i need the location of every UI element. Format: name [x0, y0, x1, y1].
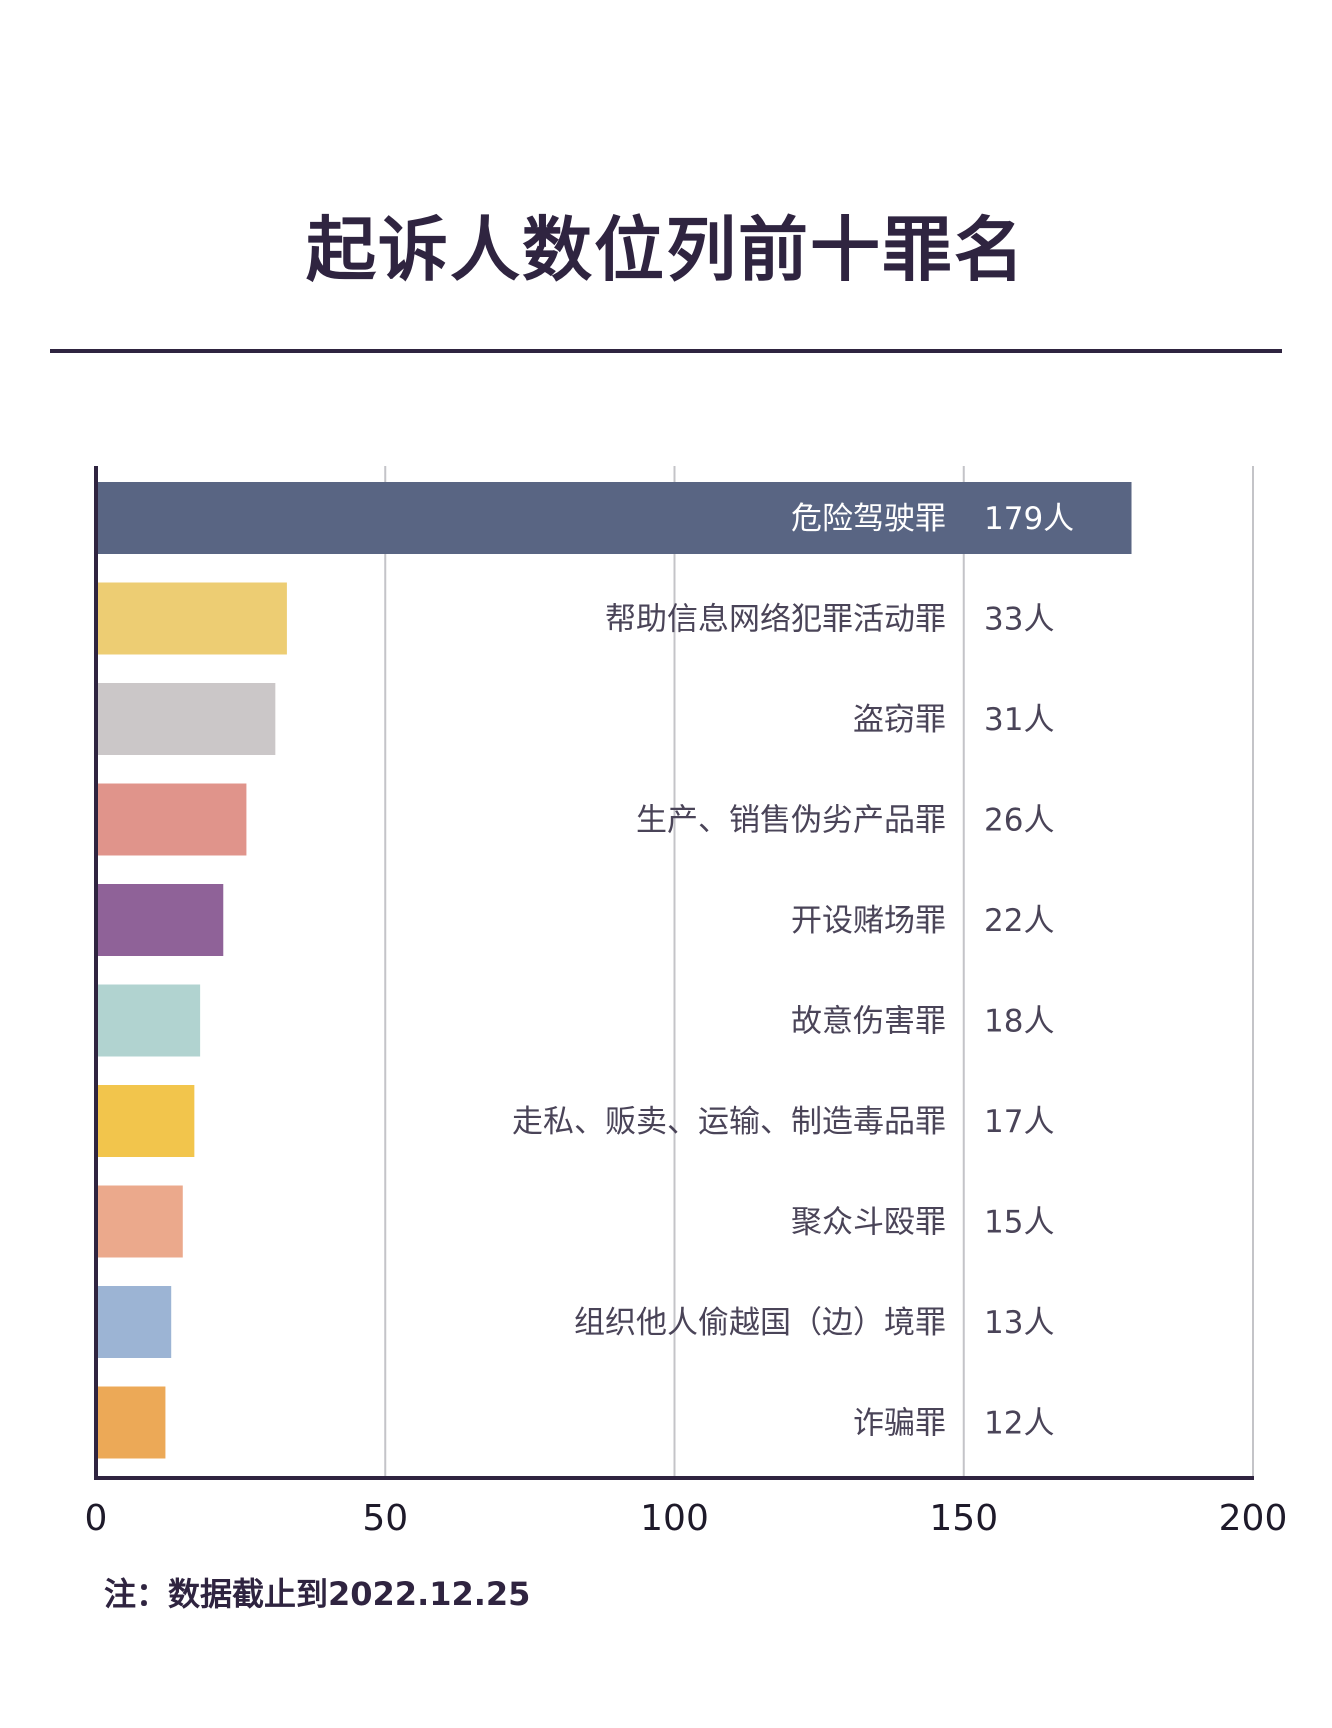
category-label-4: 生产、销售伪劣产品罪 — [636, 803, 946, 839]
bar-1 — [96, 482, 1132, 554]
category-label-8: 聚众斗殴罪 — [791, 1205, 946, 1241]
value-label-10: 12人 — [984, 1406, 1054, 1442]
bar-9 — [96, 1286, 172, 1358]
category-label-1: 危险驾驶罪 — [791, 501, 946, 537]
x-tick-label-200: 200 — [1219, 1498, 1288, 1539]
x-tick-label-50: 50 — [362, 1498, 408, 1539]
value-label-6: 18人 — [984, 1004, 1054, 1040]
bar-5 — [96, 884, 224, 956]
category-label-3: 盗窃罪 — [853, 702, 946, 738]
chart-note: 注：数据截止到2022.12.25 — [104, 1575, 531, 1613]
bar-2 — [96, 582, 287, 655]
axes — [94, 466, 1254, 1480]
grid-lines — [384, 466, 1254, 1478]
bar-10 — [96, 1386, 166, 1459]
value-label-4: 26人 — [984, 803, 1054, 839]
value-label-5: 22人 — [984, 903, 1054, 939]
bar-3 — [96, 683, 276, 755]
x-tick-label-0: 0 — [85, 1498, 108, 1539]
x-tick-label-150: 150 — [929, 1498, 998, 1539]
bar-8 — [96, 1185, 183, 1258]
category-label-7: 走私、贩卖、运输、制造毒品罪 — [512, 1104, 946, 1140]
x-tick-labels: 0 50 100 150 200 — [85, 1498, 1288, 1539]
value-label-3: 31人 — [984, 702, 1054, 738]
category-label-6: 故意伤害罪 — [791, 1004, 946, 1040]
category-label-9: 组织他人偷越国（边）境罪 — [574, 1305, 946, 1341]
category-label-2: 帮助信息网络犯罪活动罪 — [605, 602, 946, 638]
chart-title: 起诉人数位列前十罪名 — [306, 209, 1026, 291]
bar-4 — [96, 783, 247, 856]
value-label-1: 179人 — [984, 501, 1074, 537]
bars — [96, 482, 1132, 1459]
category-label-10: 诈骗罪 — [853, 1406, 946, 1442]
x-tick-label-100: 100 — [640, 1498, 709, 1539]
value-label-9: 13人 — [984, 1305, 1054, 1341]
bar-6 — [96, 984, 201, 1057]
bar-7 — [96, 1085, 195, 1157]
category-label-5: 开设赌场罪 — [791, 903, 946, 939]
value-label-7: 17人 — [984, 1104, 1054, 1140]
title-divider — [50, 349, 1282, 353]
value-label-2: 33人 — [984, 602, 1054, 638]
value-label-8: 15人 — [984, 1205, 1054, 1241]
